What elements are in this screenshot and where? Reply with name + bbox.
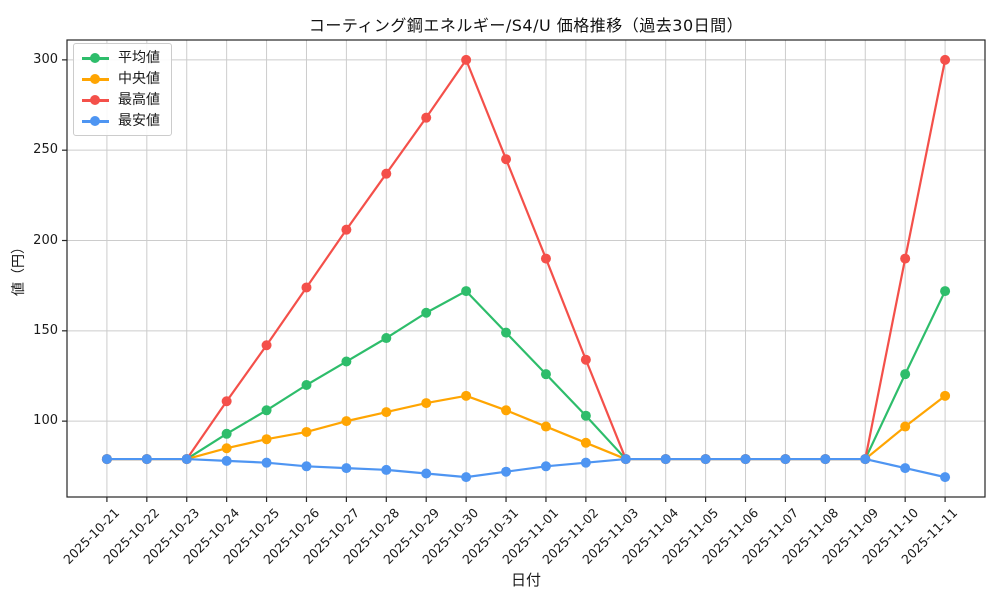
data-point-series-2 bbox=[580, 354, 591, 365]
data-point-series-1 bbox=[580, 437, 591, 448]
data-point-series-3 bbox=[461, 472, 472, 483]
legend-label: 中央値 bbox=[118, 71, 160, 87]
data-point-series-2 bbox=[421, 112, 432, 123]
series-line-2 bbox=[106, 58, 947, 461]
data-point-series-3 bbox=[381, 464, 392, 475]
legend-marker-icon bbox=[82, 116, 109, 127]
data-point-series-3 bbox=[501, 466, 512, 477]
data-point-series-3 bbox=[740, 454, 751, 465]
y-tick-label: 100 bbox=[33, 413, 58, 429]
series-line-1 bbox=[106, 394, 946, 461]
data-point-series-2 bbox=[301, 282, 312, 293]
data-point-series-1 bbox=[940, 390, 951, 401]
data-point-series-1 bbox=[421, 398, 432, 409]
data-point-series-2 bbox=[940, 54, 951, 65]
data-point-series-0 bbox=[940, 286, 951, 297]
data-point-series-0 bbox=[261, 405, 272, 416]
data-point-series-1 bbox=[461, 390, 472, 401]
x-axis-title: 日付 bbox=[510, 571, 541, 589]
legend-label: 最安値 bbox=[118, 113, 160, 129]
data-point-series-0 bbox=[900, 369, 911, 380]
data-point-series-0 bbox=[580, 410, 591, 421]
data-point-series-3 bbox=[940, 472, 951, 483]
data-point-series-2 bbox=[900, 253, 911, 264]
data-point-series-3 bbox=[141, 454, 152, 465]
data-point-series-0 bbox=[421, 307, 432, 318]
data-point-series-1 bbox=[381, 407, 392, 418]
data-point-series-3 bbox=[181, 454, 192, 465]
data-point-series-0 bbox=[221, 428, 232, 439]
data-point-series-0 bbox=[501, 327, 512, 338]
legend-marker-icon bbox=[82, 53, 109, 64]
y-axis-title: 値（円） bbox=[11, 240, 27, 296]
data-point-series-3 bbox=[660, 454, 671, 465]
plot-border bbox=[66, 39, 986, 498]
data-point-series-3 bbox=[700, 454, 711, 465]
data-point-series-1 bbox=[301, 426, 312, 437]
data-point-series-0 bbox=[301, 380, 312, 391]
series-line-0 bbox=[106, 289, 947, 461]
data-point-series-0 bbox=[381, 333, 392, 344]
legend-item-3: 最安値 bbox=[82, 114, 160, 128]
data-point-series-2 bbox=[221, 396, 232, 407]
data-point-series-1 bbox=[900, 421, 911, 432]
data-point-series-3 bbox=[301, 461, 312, 472]
data-point-series-3 bbox=[860, 454, 871, 465]
data-point-series-0 bbox=[341, 356, 352, 367]
chart-title: コーティング鋼エネルギー/S4/U 価格推移（過去30日間） bbox=[308, 16, 744, 35]
data-point-series-3 bbox=[900, 463, 911, 474]
data-point-series-0 bbox=[461, 286, 472, 297]
legend-marker-icon bbox=[82, 95, 109, 106]
data-point-series-1 bbox=[341, 416, 352, 427]
y-tick-label: 250 bbox=[33, 142, 58, 158]
legend-item-1: 中央値 bbox=[82, 72, 160, 86]
data-point-series-3 bbox=[780, 454, 791, 465]
legend-item-2: 最高値 bbox=[82, 93, 160, 107]
data-point-series-3 bbox=[620, 454, 631, 465]
data-point-series-3 bbox=[540, 461, 551, 472]
data-point-series-1 bbox=[501, 405, 512, 416]
data-point-series-3 bbox=[221, 455, 232, 466]
data-point-series-2 bbox=[261, 340, 272, 351]
data-point-series-2 bbox=[540, 253, 551, 264]
data-point-series-2 bbox=[461, 54, 472, 65]
legend-marker-icon bbox=[82, 74, 109, 85]
y-tick-label: 300 bbox=[33, 51, 58, 67]
data-point-series-3 bbox=[101, 454, 112, 465]
y-tick-label: 150 bbox=[33, 322, 58, 338]
data-point-series-3 bbox=[820, 454, 831, 465]
data-point-series-3 bbox=[261, 457, 272, 468]
series-line-3 bbox=[106, 457, 946, 479]
y-tick-label: 200 bbox=[33, 232, 58, 248]
data-point-series-1 bbox=[261, 434, 272, 445]
data-point-series-3 bbox=[341, 463, 352, 474]
legend-label: 平均値 bbox=[118, 50, 160, 66]
data-point-series-3 bbox=[421, 468, 432, 479]
legend-label: 最高値 bbox=[118, 92, 160, 108]
data-point-series-3 bbox=[580, 457, 591, 468]
legend-item-0: 平均値 bbox=[82, 51, 160, 65]
data-point-series-2 bbox=[341, 224, 352, 235]
legend: 平均値中央値最高値最安値 bbox=[73, 43, 172, 136]
data-point-series-2 bbox=[501, 154, 512, 165]
data-point-series-2 bbox=[381, 168, 392, 179]
data-point-series-0 bbox=[540, 369, 551, 380]
data-point-series-1 bbox=[540, 421, 551, 432]
data-point-series-1 bbox=[221, 443, 232, 454]
